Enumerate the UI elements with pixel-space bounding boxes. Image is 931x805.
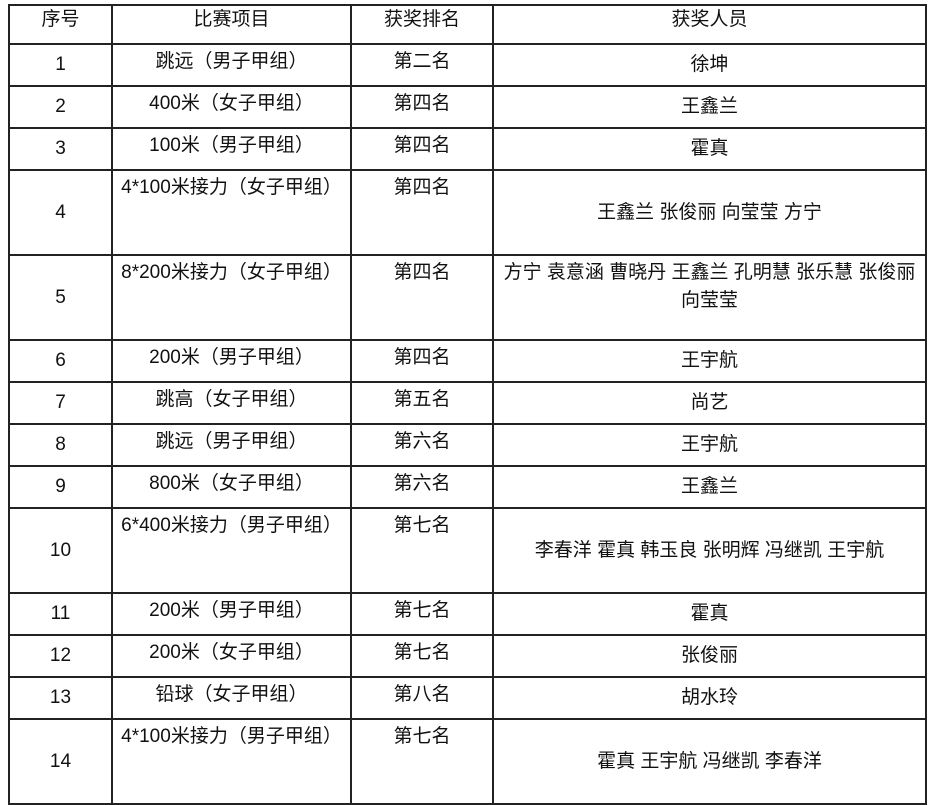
header-event: 比赛项目 bbox=[111, 4, 352, 45]
cell-rank: 第四名 bbox=[350, 339, 494, 383]
cell-winners: 霍真 bbox=[492, 127, 927, 171]
table-row: 3 100米（男子甲组） 第四名 霍真 bbox=[8, 127, 927, 171]
cell-number: 1 bbox=[8, 43, 113, 87]
cell-event: 铅球（女子甲组） bbox=[111, 676, 352, 720]
cell-winners: 李春洋 霍真 韩玉良 张明辉 冯继凯 王宇航 bbox=[492, 507, 927, 594]
cell-winners: 张俊丽 bbox=[492, 634, 927, 678]
cell-event: 100米（男子甲组） bbox=[111, 127, 352, 171]
cell-winners: 王宇航 bbox=[492, 339, 927, 383]
cell-number: 6 bbox=[8, 339, 113, 383]
header-row: 序号 比赛项目 获奖排名 获奖人员 bbox=[8, 4, 927, 45]
cell-rank: 第四名 bbox=[350, 127, 494, 171]
header-winners: 获奖人员 bbox=[492, 4, 927, 45]
cell-event: 400米（女子甲组） bbox=[111, 85, 352, 129]
table-row: 13 铅球（女子甲组） 第八名 胡水玲 bbox=[8, 676, 927, 720]
cell-winners: 王宇航 bbox=[492, 423, 927, 467]
cell-rank: 第四名 bbox=[350, 85, 494, 129]
table-row: 9 800米（女子甲组） 第六名 王鑫兰 bbox=[8, 465, 927, 509]
cell-event: 200米（男子甲组） bbox=[111, 592, 352, 636]
table-body: 1 跳远（男子甲组） 第二名 徐坤 2 400米（女子甲组） 第四名 王鑫兰 3 100米（男子甲… bbox=[8, 43, 927, 805]
cell-rank: 第四名 bbox=[350, 169, 494, 256]
table-row: 2 400米（女子甲组） 第四名 王鑫兰 bbox=[8, 85, 927, 129]
cell-number: 10 bbox=[8, 507, 113, 594]
cell-event: 200米（女子甲组） bbox=[111, 634, 352, 678]
cell-event: 8*200米接力（女子甲组） bbox=[111, 254, 352, 341]
cell-winners: 霍真 bbox=[492, 592, 927, 636]
cell-winners: 霍真 王宇航 冯继凯 李春洋 bbox=[492, 718, 927, 805]
table-row: 4 4*100米接力（女子甲组） 第四名 王鑫兰 张俊丽 向莹莹 方宁 bbox=[8, 169, 927, 256]
cell-event: 4*100米接力（男子甲组） bbox=[111, 718, 352, 805]
table-row: 7 跳高（女子甲组） 第五名 尚艺 bbox=[8, 381, 927, 425]
cell-rank: 第七名 bbox=[350, 634, 494, 678]
cell-event: 6*400米接力（男子甲组） bbox=[111, 507, 352, 594]
cell-winners: 王鑫兰 bbox=[492, 85, 927, 129]
cell-winners: 方宁 袁意涵 曹晓丹 王鑫兰 孔明慧 张乐慧 张俊丽 向莹莹 bbox=[492, 254, 927, 341]
cell-winners: 王鑫兰 bbox=[492, 465, 927, 509]
cell-winners: 王鑫兰 张俊丽 向莹莹 方宁 bbox=[492, 169, 927, 256]
cell-number: 13 bbox=[8, 676, 113, 720]
cell-number: 2 bbox=[8, 85, 113, 129]
cell-event: 200米（男子甲组） bbox=[111, 339, 352, 383]
cell-winners: 尚艺 bbox=[492, 381, 927, 425]
awards-table: 序号 比赛项目 获奖排名 获奖人员 1 跳远（男子甲组） 第二名 徐坤 2 400米（女子… bbox=[8, 4, 927, 805]
cell-event: 跳远（男子甲组） bbox=[111, 43, 352, 87]
header-number: 序号 bbox=[8, 4, 113, 45]
cell-winners: 徐坤 bbox=[492, 43, 927, 87]
table-row: 11 200米（男子甲组） 第七名 霍真 bbox=[8, 592, 927, 636]
cell-event: 800米（女子甲组） bbox=[111, 465, 352, 509]
table-row: 12 200米（女子甲组） 第七名 张俊丽 bbox=[8, 634, 927, 678]
cell-event: 4*100米接力（女子甲组） bbox=[111, 169, 352, 256]
table-row: 1 跳远（男子甲组） 第二名 徐坤 bbox=[8, 43, 927, 87]
header-rank: 获奖排名 bbox=[350, 4, 494, 45]
cell-rank: 第七名 bbox=[350, 718, 494, 805]
cell-rank: 第二名 bbox=[350, 43, 494, 87]
cell-number: 5 bbox=[8, 254, 113, 341]
table-row: 5 8*200米接力（女子甲组） 第四名 方宁 袁意涵 曹晓丹 王鑫兰 孔明慧 张乐慧… bbox=[8, 254, 927, 341]
table-row: 8 跳远（男子甲组） 第六名 王宇航 bbox=[8, 423, 927, 467]
cell-winners: 胡水玲 bbox=[492, 676, 927, 720]
table-row: 14 4*100米接力（男子甲组） 第七名 霍真 王宇航 冯继凯 李春洋 bbox=[8, 718, 927, 805]
cell-rank: 第八名 bbox=[350, 676, 494, 720]
cell-number: 14 bbox=[8, 718, 113, 805]
cell-number: 11 bbox=[8, 592, 113, 636]
cell-rank: 第六名 bbox=[350, 423, 494, 467]
cell-number: 12 bbox=[8, 634, 113, 678]
cell-rank: 第七名 bbox=[350, 507, 494, 594]
cell-event: 跳远（男子甲组） bbox=[111, 423, 352, 467]
cell-number: 9 bbox=[8, 465, 113, 509]
cell-rank: 第五名 bbox=[350, 381, 494, 425]
table-row: 6 200米（男子甲组） 第四名 王宇航 bbox=[8, 339, 927, 383]
cell-rank: 第四名 bbox=[350, 254, 494, 341]
cell-number: 4 bbox=[8, 169, 113, 256]
cell-number: 7 bbox=[8, 381, 113, 425]
cell-number: 8 bbox=[8, 423, 113, 467]
table-row: 10 6*400米接力（男子甲组） 第七名 李春洋 霍真 韩玉良 张明辉 冯继凯 王宇… bbox=[8, 507, 927, 594]
cell-rank: 第七名 bbox=[350, 592, 494, 636]
cell-event: 跳高（女子甲组） bbox=[111, 381, 352, 425]
cell-number: 3 bbox=[8, 127, 113, 171]
cell-rank: 第六名 bbox=[350, 465, 494, 509]
